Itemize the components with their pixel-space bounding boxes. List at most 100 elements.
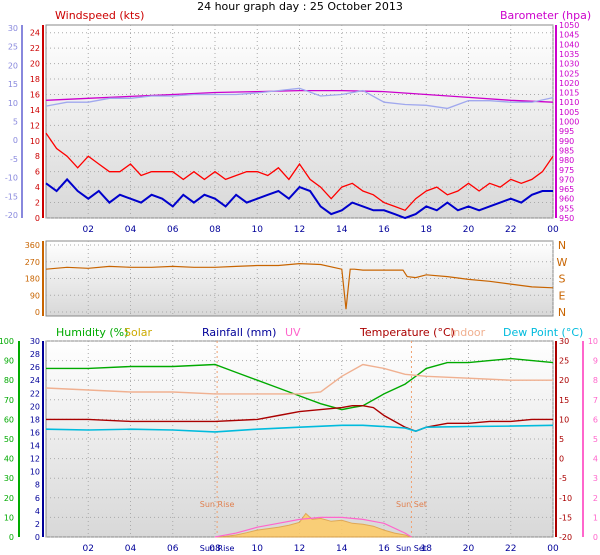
compass-label: N: [558, 306, 566, 319]
sunset-label: Sun Set: [396, 500, 427, 509]
uv-tick-label: 0: [593, 533, 598, 542]
x-tick-label: 20: [463, 225, 475, 235]
rainfall-tick-label: 0: [35, 533, 40, 542]
x-tick-label: 02: [83, 544, 94, 554]
legend-uv: UV: [285, 326, 301, 339]
x-tick-label: 16: [378, 225, 390, 235]
temperature-tick-label: 5: [559, 435, 564, 444]
x-tick-label: 08: [209, 225, 221, 235]
outer-left-tick-label: 0: [13, 136, 18, 145]
rainfall-tick-label: 26: [30, 363, 40, 372]
x-tick-label: 12: [294, 225, 305, 235]
barometer-tick-label: 965: [559, 185, 574, 194]
dewpoint-line: [45, 424, 554, 433]
outer-left-tick-label: 30: [8, 24, 18, 33]
rainfall-tick-label: 10: [30, 468, 40, 477]
uv-line: [214, 516, 412, 538]
temperature-tick-label: 0: [559, 455, 564, 464]
rainfall-tick-label: 6: [35, 494, 40, 503]
temperature-tick-label: 20: [559, 376, 569, 385]
humidity-tick-label: 0: [9, 533, 14, 542]
rainfall-tick-label: 4: [35, 507, 40, 516]
barometer-tick-label: 990: [559, 137, 574, 146]
rainfall-tick-label: 14: [30, 442, 40, 451]
barometer-tick-label: 1000: [559, 118, 579, 127]
barometer-tick-label: 1015: [559, 89, 579, 98]
barometer-tick-label: 1035: [559, 50, 579, 59]
outer-left-tick-label: 10: [8, 99, 18, 108]
x-tick-label: 14: [336, 544, 348, 554]
sunset-time-label: Sun Set: [396, 544, 427, 553]
humidity-tick-label: 70: [4, 396, 14, 405]
x-tick-label: 02: [83, 225, 94, 235]
barometer-tick-label: 1045: [559, 31, 579, 40]
uv-tick-label: 8: [593, 376, 598, 385]
uv-tick-label: 6: [593, 415, 598, 424]
windspeed-tick-label: 6: [35, 168, 40, 177]
temperature-tick-label: -15: [559, 513, 572, 522]
x-tick-label: 06: [167, 225, 179, 235]
windspeed-tick-label: 14: [30, 106, 40, 115]
barometer-tick-label: 970: [559, 175, 574, 184]
barometer-tick-label: 995: [559, 127, 574, 136]
direction-tick-label: 360: [25, 241, 40, 250]
x-tick-label: 04: [125, 225, 137, 235]
windspeed-tick-label: 10: [30, 137, 40, 146]
humidity-tick-label: 30: [4, 474, 14, 483]
barometer-tick-label: 950: [559, 214, 574, 223]
x-tick-label: 22: [505, 225, 516, 235]
direction-tick-label: 0: [35, 308, 40, 317]
sunrise-label: Sun Rise: [200, 500, 235, 509]
compass-label: E: [559, 289, 566, 302]
uv-tick-label: 7: [593, 396, 598, 405]
windspeed-tick-label: 22: [30, 44, 40, 53]
rainfall-tick-label: 16: [30, 428, 40, 437]
rainfall-tick-label: 2: [35, 520, 40, 529]
outer-left-tick-label: 25: [8, 43, 18, 52]
barometer-tick-label: 1025: [559, 69, 579, 78]
rainfall-tick-label: 28: [30, 350, 40, 359]
compass-label: S: [559, 273, 566, 286]
direction-line: [45, 262, 554, 310]
rainfall-tick-label: 8: [35, 481, 40, 490]
direction-tick-label: 270: [25, 258, 40, 267]
barometer-tick-label: 960: [559, 195, 574, 204]
windspeed-tick-label: 12: [30, 121, 40, 130]
windspeed-tick-label: 8: [35, 152, 40, 161]
rainfall-tick-label: 22: [30, 389, 40, 398]
x-tick-label: 06: [167, 544, 179, 554]
indoor-line: [45, 363, 553, 395]
barometer-tick-label: 1020: [559, 79, 579, 88]
compass-label: W: [557, 256, 568, 269]
legend-indoor: Indoor: [450, 326, 486, 339]
rainfall-tick-label: 18: [30, 415, 40, 424]
windspeed-tick-label: 0: [35, 214, 40, 223]
temperature-tick-label: 30: [559, 337, 569, 346]
barometer-tick-label: 1005: [559, 108, 579, 117]
uv-tick-label: 5: [593, 435, 598, 444]
barometer-tick-label: 1030: [559, 60, 579, 69]
barometer-axis-label: Barometer (hpa): [500, 9, 591, 22]
legend-solar: Solar: [124, 326, 153, 339]
weather-panel: Humidity (%) Solar Rainfall (mm) UV Temp…: [0, 326, 598, 554]
compass-label: N: [558, 239, 566, 252]
x-tick-label: 20: [463, 544, 475, 554]
x-tick-label: 04: [125, 544, 137, 554]
barometer-tick-label: 975: [559, 166, 574, 175]
uv-tick-label: 3: [593, 474, 598, 483]
barometer-tick-label: 1040: [559, 40, 579, 49]
temperature-tick-label: 10: [559, 415, 569, 424]
outer-left-tick-label: -15: [5, 192, 18, 201]
temperature-tick-label: -10: [559, 494, 572, 503]
uv-tick-label: 10: [588, 337, 598, 346]
temperature-tick-label: 25: [559, 357, 569, 366]
sunrise-time-label: Sun Rise: [200, 544, 235, 553]
windspeed-tick-label: 4: [35, 183, 40, 192]
legend-temperature: Temperature (°C): [359, 326, 455, 339]
x-tick-label: 18: [421, 544, 433, 554]
barometer-tick-label: 980: [559, 156, 574, 165]
uv-tick-label: 4: [593, 455, 598, 464]
legend-rainfall: Rainfall (mm): [202, 326, 276, 339]
gust-line: [45, 87, 554, 110]
